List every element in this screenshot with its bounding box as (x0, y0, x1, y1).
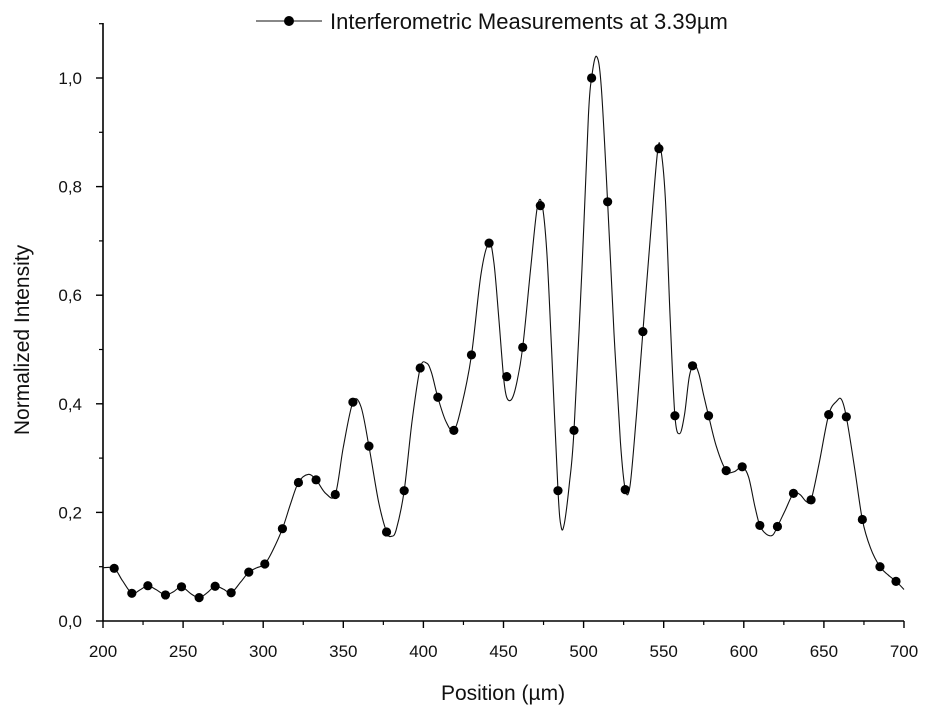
data-point (244, 567, 254, 577)
data-point (381, 527, 392, 537)
data-point (449, 425, 459, 436)
fit-curve (102, 55, 905, 599)
data-point (703, 411, 714, 421)
data-markers (109, 73, 901, 603)
x-tick-label: 550 (650, 642, 678, 661)
data-point (364, 441, 374, 451)
data-point (857, 514, 867, 525)
data-point (670, 411, 680, 421)
data-point (127, 588, 137, 598)
data-point (638, 326, 648, 337)
data-point (620, 484, 630, 495)
data-point (603, 197, 613, 207)
legend-marker-sample (284, 16, 294, 26)
data-point (277, 524, 288, 534)
data-point (502, 372, 512, 382)
x-axis-title: Position (µm) (441, 682, 565, 705)
data-point (260, 559, 270, 569)
data-point (226, 588, 236, 598)
data-point (755, 520, 765, 531)
x-tick-label: 650 (810, 642, 838, 661)
data-point (466, 350, 477, 360)
data-point (788, 488, 799, 498)
x-ticks: 200 250 300 350 400 450 500 550 600 650 700 (89, 621, 918, 661)
data-point (176, 582, 187, 592)
legend-label: Interferometric Measurements at 3.39µm (330, 9, 728, 34)
data-point (311, 475, 321, 485)
data-point (433, 392, 443, 402)
data-point (194, 593, 204, 603)
data-point (293, 477, 304, 488)
data-point (160, 590, 171, 600)
x-tick-label: 200 (89, 642, 117, 661)
data-point (841, 412, 851, 422)
data-point (518, 342, 528, 352)
x-tick-label: 450 (489, 642, 517, 661)
data-point (348, 397, 358, 407)
data-point (891, 576, 901, 586)
data-point (569, 425, 579, 436)
data-point (687, 361, 698, 371)
data-point (109, 563, 119, 573)
data-point (143, 581, 153, 591)
x-tick-label: 500 (569, 642, 597, 661)
x-tick-label: 350 (329, 642, 357, 661)
data-point (737, 462, 747, 472)
data-point (484, 238, 494, 248)
y-tick-label: 0,8 (58, 178, 82, 197)
data-point (553, 486, 563, 496)
data-point (210, 581, 220, 591)
y-tick-label: 0,0 (58, 612, 82, 631)
y-tick-label: 0,2 (58, 503, 82, 522)
y-tick-label: 0,6 (58, 286, 82, 305)
x-tick-label: 700 (890, 642, 918, 661)
x-tick-label: 600 (730, 642, 758, 661)
data-point (721, 465, 731, 476)
axes (102, 23, 904, 622)
data-point (415, 363, 425, 373)
y-tick-label: 1,0 (58, 69, 82, 88)
x-tick-label: 250 (169, 642, 197, 661)
x-tick-label: 300 (249, 642, 277, 661)
y-ticks: 0,0 0,2 0,4 0,6 0,8 1,0 (58, 23, 103, 631)
data-point (772, 521, 783, 532)
legend: Interferometric Measurements at 3.39µm (256, 9, 728, 34)
y-axis-title: Normalized Intensity (11, 244, 34, 435)
data-point (535, 201, 545, 211)
y-tick-label: 0,4 (58, 395, 82, 414)
data-point (875, 562, 885, 572)
data-point (824, 410, 834, 420)
data-point (399, 486, 409, 496)
data-point (587, 73, 597, 83)
data-point (654, 143, 664, 154)
x-tick-label: 400 (409, 642, 437, 661)
data-point (330, 489, 340, 500)
data-point (806, 495, 816, 505)
